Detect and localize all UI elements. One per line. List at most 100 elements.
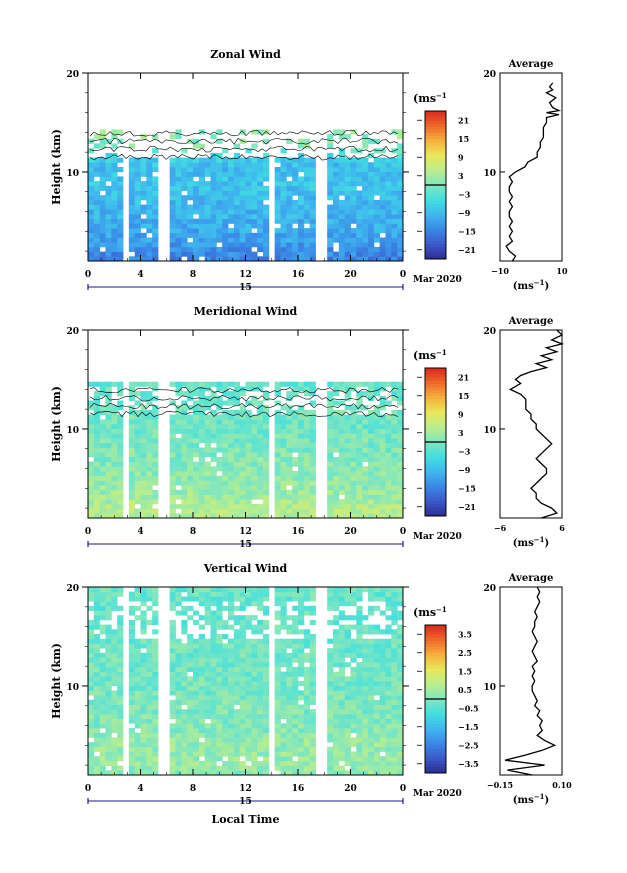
heatmap-cell [327,223,334,229]
average-y-tick-label: 20 [483,584,496,594]
heatmap-cell [379,643,386,649]
heatmap-cell [385,242,392,248]
heatmap-cell [257,718,264,724]
heatmap-cell [356,391,363,397]
heatmap-cell [117,218,124,224]
heatmap-cell [344,232,351,238]
heatmap-cell [193,438,200,444]
heatmap-cell [169,489,176,495]
heatmap-cell [228,751,235,757]
heatmap-cell [333,634,340,640]
heatmap-cell [362,246,369,252]
heatmap-cell [379,148,386,154]
heatmap-cell [146,237,153,243]
heatmap-cell [286,195,293,201]
heatmap-cell [327,466,334,472]
heatmap-cell [333,157,340,163]
heatmap-cell [88,723,95,729]
heatmap-cell [134,760,141,766]
heatmap-cell [228,746,235,752]
heatmap-cell [292,666,299,672]
heatmap-cell [251,157,258,163]
heatmap-cell [362,485,369,491]
heatmap-cell [204,596,211,602]
heatmap-cell [309,232,316,238]
heatmap-cell [222,148,229,154]
heatmap-cell [257,181,264,187]
heatmap-cell [152,475,159,481]
heatmap-cell [228,648,235,654]
heatmap-cell [128,157,136,163]
heatmap-cell [204,199,211,205]
heatmap-cell [385,237,392,243]
heatmap-cell [88,176,95,182]
heatmap-cell [181,671,188,677]
heatmap-cell [198,770,206,776]
heatmap-cell [239,629,246,635]
heatmap-cell [309,695,316,701]
heatmap-cell [338,452,346,458]
heatmap-cell [187,466,194,472]
heatmap-cell [356,176,363,182]
heatmap-cell [257,601,264,607]
heatmap-cell [111,199,118,205]
heatmap-cell [350,648,357,654]
colorbar-cell [425,126,446,130]
heatmap-cell [198,760,206,766]
heatmap-cell [198,681,206,687]
heatmap-cell [338,134,346,140]
heatmap-cell [350,480,357,486]
heatmap-cell [105,732,112,738]
heatmap-cell [93,718,101,724]
heatmap-cell [193,709,200,715]
heatmap-cell [193,143,200,149]
heatmap-cell [373,494,381,500]
heatmap-cell [373,587,381,593]
heatmap-cell [397,770,404,776]
heatmap-cell [344,456,351,462]
heatmap-cell [187,634,194,640]
heatmap-cell [187,652,194,658]
heatmap-cell [140,624,147,630]
heatmap-cell [210,638,217,644]
heatmap-cell [309,657,316,663]
heatmap-cell [373,246,381,252]
heatmap-cell [362,657,369,663]
colorbar-cell [425,457,446,461]
heatmap-cell [216,162,223,168]
heatmap-cell [286,596,293,602]
heatmap-cell [379,424,386,430]
heatmap-cell [233,452,241,458]
heatmap-cell [216,395,223,401]
heatmap-cell [111,666,118,672]
heatmap-cell [338,386,346,392]
heatmap-cell [193,699,200,705]
heatmap-cell [105,499,112,505]
colorbar-cell [425,368,446,372]
heatmap-cell [368,195,375,201]
heatmap-cell [373,704,381,710]
heatmap-cell [292,171,299,177]
heatmap-cell [175,218,182,224]
heatmap-cell [350,685,357,691]
heatmap-cell [228,643,235,649]
heatmap-cell [204,681,211,687]
heatmap-cell [257,619,264,625]
heatmap-cell [373,428,381,434]
heatmap-cell [222,256,229,262]
heatmap-cell [146,176,153,182]
heatmap-cell [233,695,241,701]
heatmap-cell [128,634,136,640]
heatmap-cell [105,704,112,710]
heatmap-cell [134,162,141,168]
heatmap-cell [379,471,386,477]
heatmap-cell [111,442,118,448]
heatmap-cell [274,489,281,495]
heatmap-cell [187,391,194,397]
heatmap-cell [117,671,124,677]
heatmap-cell [298,237,305,243]
heatmap-cell [175,209,182,215]
colorbar-cell [425,178,446,183]
heatmap-cell [93,214,101,220]
heatmap-cell [210,513,217,519]
